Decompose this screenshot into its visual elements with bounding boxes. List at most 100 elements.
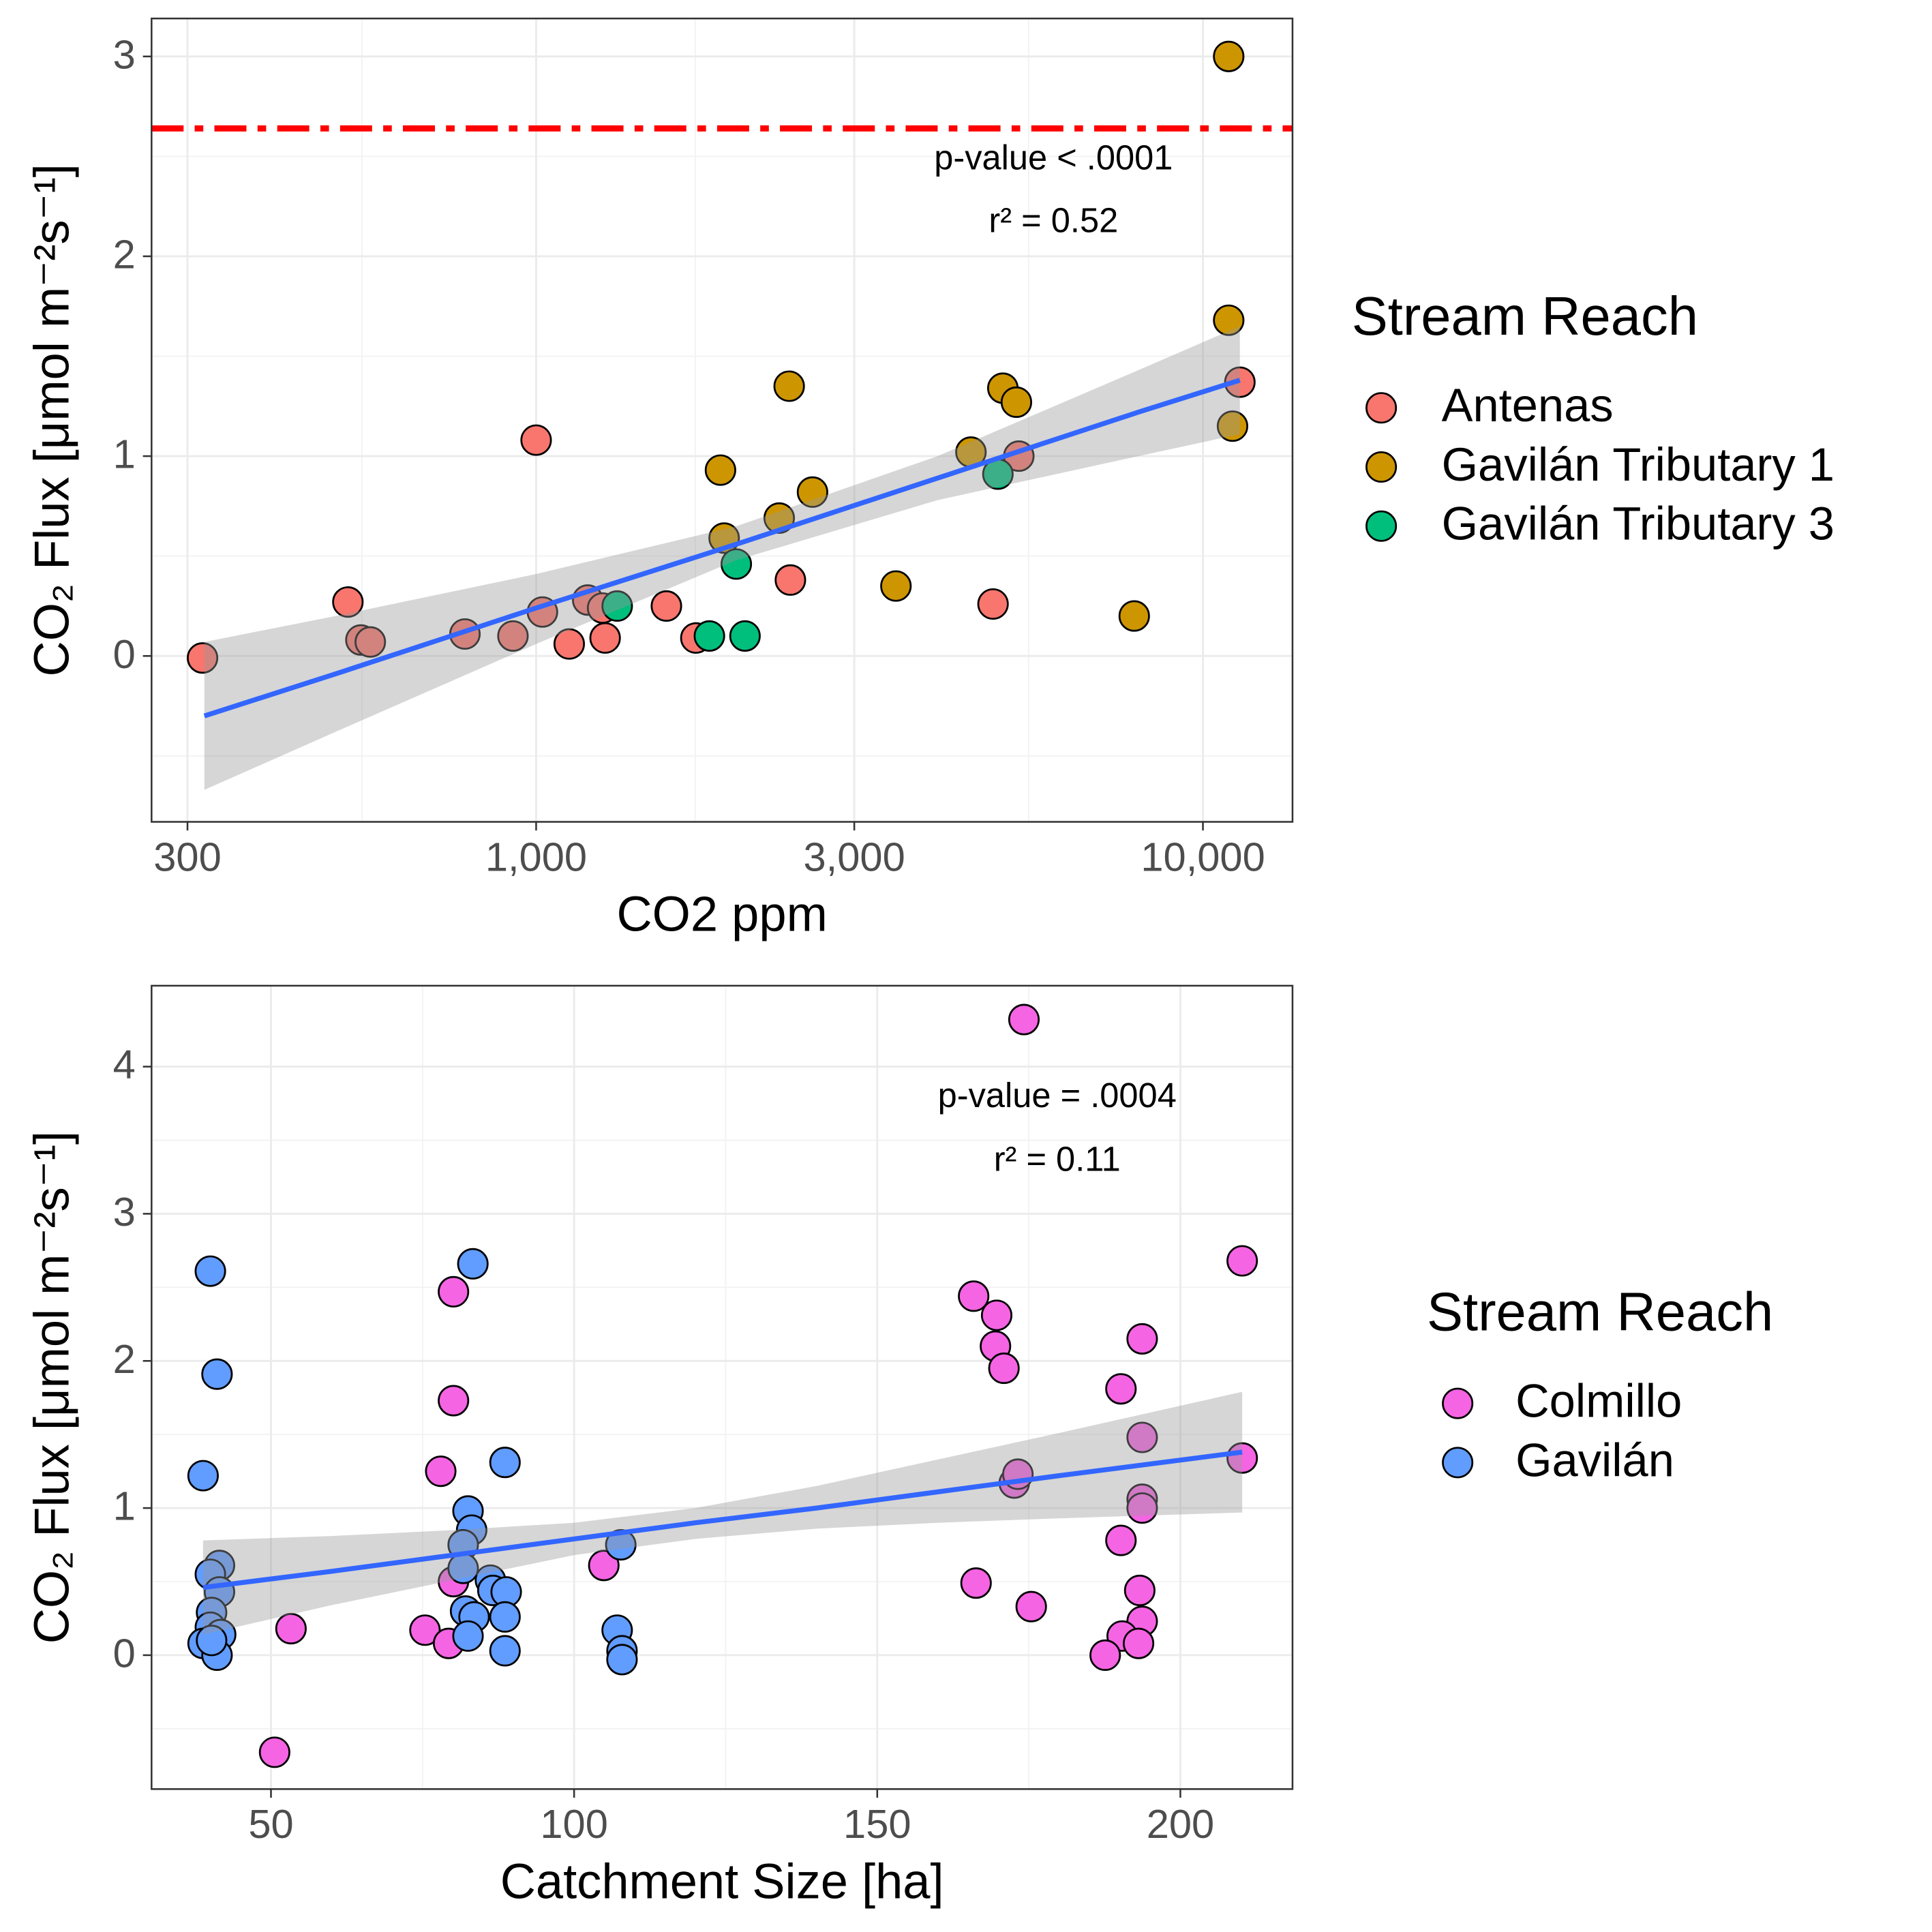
panel-border xyxy=(151,17,1294,823)
data-point xyxy=(1226,1245,1258,1277)
data-point xyxy=(425,1455,457,1488)
x-tick-label: 1,000 xyxy=(485,834,587,879)
data-point xyxy=(1118,600,1150,632)
data-point xyxy=(589,622,621,654)
y-tick-label: 0 xyxy=(113,631,136,677)
data-point xyxy=(1213,40,1245,72)
x-tick-label: 10,000 xyxy=(1141,834,1265,879)
data-point xyxy=(1008,1003,1040,1036)
annotation: r² = 0.52 xyxy=(988,200,1118,239)
data-point xyxy=(354,626,387,658)
data-point xyxy=(1105,1524,1137,1556)
data-point xyxy=(1105,1373,1137,1405)
panel-border xyxy=(151,984,1294,1790)
regression-line xyxy=(202,1449,1243,1590)
data-point xyxy=(601,590,633,622)
x-tick-label: 100 xyxy=(540,1801,607,1847)
x-axis-label: CO2 ppm xyxy=(616,888,827,942)
data-point xyxy=(650,590,682,622)
confidence-band xyxy=(204,326,1240,790)
data-point xyxy=(553,628,586,660)
data-point xyxy=(1089,1639,1121,1671)
data-point xyxy=(457,1248,489,1280)
data-point xyxy=(1126,1421,1158,1453)
data-point xyxy=(606,1644,638,1676)
data-point xyxy=(704,454,736,486)
data-point xyxy=(1015,1590,1047,1622)
data-point xyxy=(729,620,761,652)
data-point xyxy=(520,424,552,456)
x-tick-label: 50 xyxy=(248,1801,293,1847)
data-point xyxy=(196,1625,228,1657)
y-tick-label: 2 xyxy=(113,232,136,277)
legend-marker xyxy=(1365,510,1398,542)
data-point xyxy=(489,1635,521,1667)
data-point xyxy=(1126,1492,1158,1524)
data-point xyxy=(960,1567,992,1599)
data-point xyxy=(489,1447,521,1479)
legend-marker xyxy=(1442,1447,1474,1479)
data-point xyxy=(588,1550,620,1582)
y-tick-label: 3 xyxy=(113,31,136,77)
y-tick-label: 1 xyxy=(113,1483,136,1529)
y-axis-label: CO₂ Flux [μmol m⁻²s⁻¹] xyxy=(25,1131,79,1644)
y-tick-label: 0 xyxy=(113,1630,136,1676)
data-point xyxy=(773,370,805,402)
annotation: p-value = .0004 xyxy=(938,1076,1177,1115)
data-point xyxy=(1126,1323,1158,1355)
legend-marker xyxy=(1365,392,1398,424)
data-point xyxy=(1216,410,1248,442)
data-point xyxy=(774,564,806,596)
data-point xyxy=(796,476,828,508)
regression-line xyxy=(203,378,1241,719)
data-point xyxy=(187,642,219,674)
data-point xyxy=(1000,386,1032,418)
legend-marker xyxy=(1365,451,1398,483)
annotation: p-value < .0001 xyxy=(934,138,1173,177)
legend-title: Stream Reach xyxy=(1427,1281,1773,1342)
data-point xyxy=(1123,1627,1155,1659)
x-tick-label: 150 xyxy=(843,1801,911,1847)
data-point xyxy=(409,1614,441,1646)
y-axis-label: CO₂ Flux [μmol m⁻²s⁻¹] xyxy=(25,164,79,676)
data-point xyxy=(194,1255,226,1287)
x-tick-label: 3,000 xyxy=(804,834,905,879)
data-point xyxy=(1123,1574,1156,1607)
data-point xyxy=(438,1276,470,1308)
x-tick-label: 200 xyxy=(1147,1801,1214,1847)
y-tick-label: 3 xyxy=(113,1189,136,1235)
x-axis-label: Catchment Size [ha] xyxy=(500,1854,944,1909)
data-point xyxy=(958,1280,990,1312)
data-point xyxy=(497,620,529,652)
data-point xyxy=(201,1358,233,1390)
data-point xyxy=(1213,304,1245,336)
legend-label: Gavilán xyxy=(1515,1434,1674,1486)
legend-marker xyxy=(1442,1387,1474,1419)
y-tick-label: 1 xyxy=(113,432,136,477)
y-tick-label: 2 xyxy=(113,1336,136,1382)
legend-title: Stream Reach xyxy=(1352,286,1698,346)
annotation: r² = 0.11 xyxy=(994,1140,1121,1179)
data-point xyxy=(988,1353,1020,1385)
data-point xyxy=(187,1460,219,1492)
legend-label: Antenas xyxy=(1442,379,1614,432)
data-point xyxy=(980,1299,1013,1331)
data-point xyxy=(275,1613,307,1645)
legend-label: Gavilán Tributary 3 xyxy=(1442,498,1835,550)
data-point xyxy=(438,1385,470,1417)
data-point xyxy=(977,588,1009,620)
data-point xyxy=(332,586,364,618)
data-point xyxy=(258,1736,290,1768)
legend-label: Gavilán Tributary 1 xyxy=(1442,438,1835,491)
data-point xyxy=(452,1620,484,1652)
data-point xyxy=(880,570,912,602)
data-point xyxy=(693,620,725,652)
data-point xyxy=(605,1529,637,1561)
confidence-band xyxy=(202,1391,1243,1635)
data-point xyxy=(489,1601,521,1633)
data-point xyxy=(720,548,753,580)
legend-label: Colmillo xyxy=(1515,1375,1682,1428)
y-tick-label: 4 xyxy=(113,1042,136,1087)
